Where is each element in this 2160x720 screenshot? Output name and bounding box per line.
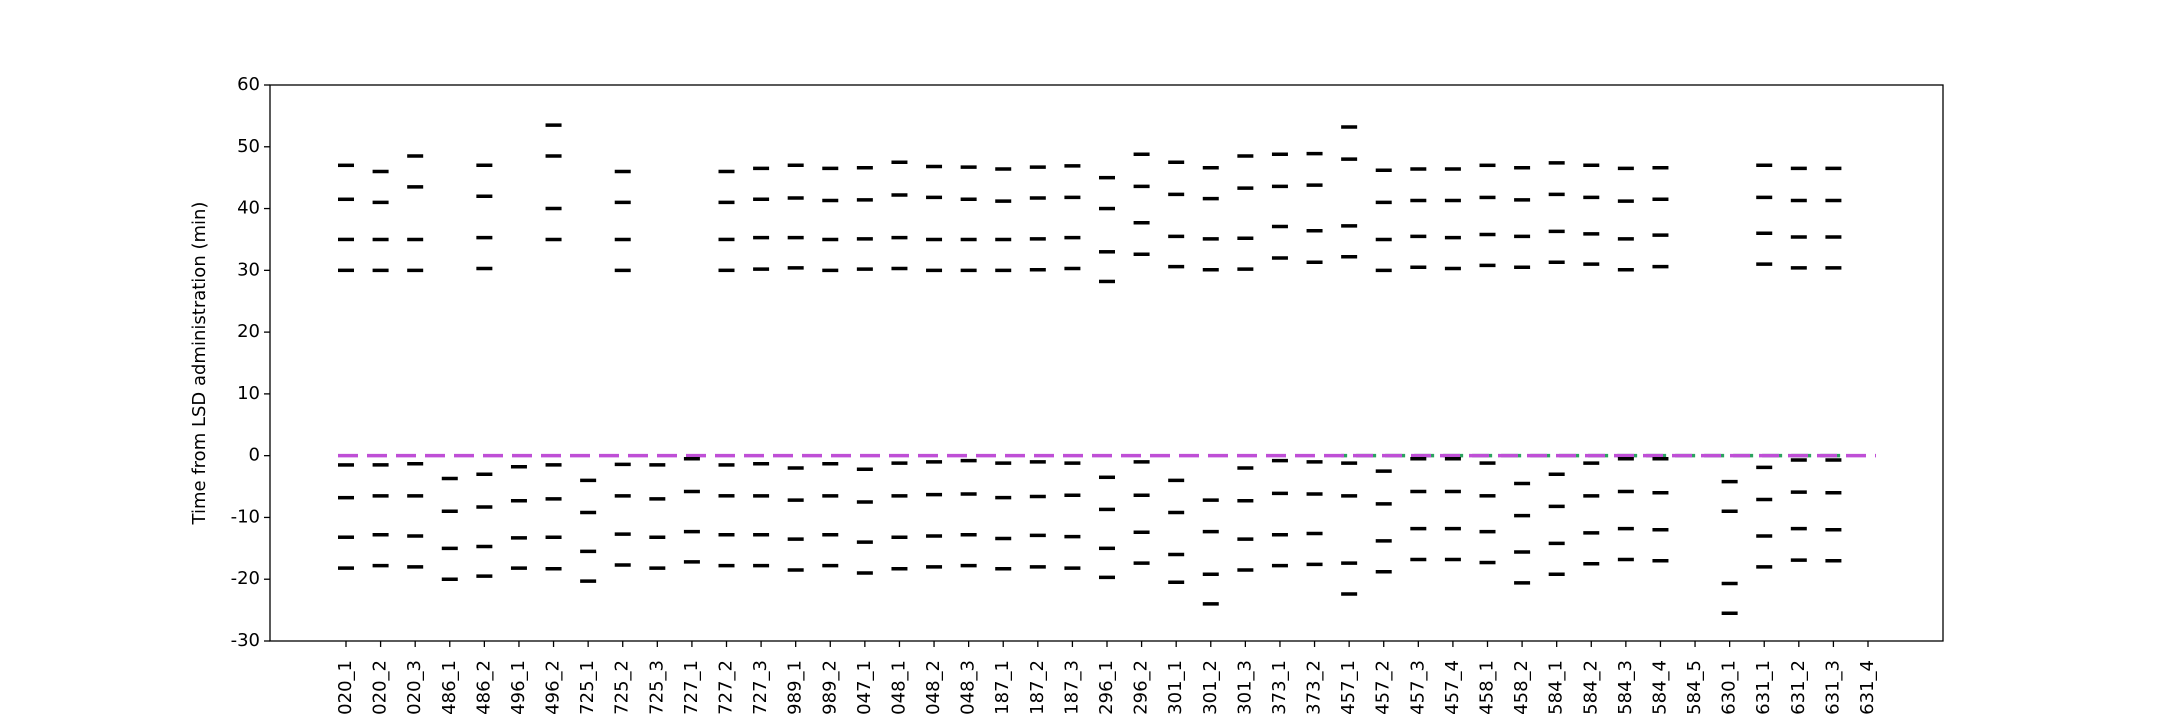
x-tick-label: 631_1 (1753, 660, 1774, 715)
x-tick-label: 584_1 (1546, 660, 1567, 715)
y-tick-label: 50 (237, 136, 260, 157)
y-tick-label: 20 (237, 321, 260, 342)
y-tick-label: 10 (237, 383, 260, 404)
x-tick-label: 187_2 (1027, 660, 1048, 715)
x-tick-label: 187_1 (992, 660, 1013, 715)
x-tick-label: 631_3 (1822, 660, 1843, 715)
y-tick-label: -10 (231, 506, 260, 527)
x-tick-label: 020_3 (404, 660, 425, 715)
x-tick-label: 630_1 (1719, 660, 1740, 715)
x-tick-label: 584_5 (1684, 660, 1705, 715)
x-tick-label: 725_3 (646, 660, 667, 715)
x-tick-label: 301_1 (1165, 660, 1186, 715)
y-tick-label: -30 (231, 630, 260, 651)
x-tick-label: 301_3 (1234, 660, 1255, 715)
x-tick-label: 727_3 (750, 660, 771, 715)
x-tick-label: 047_1 (854, 660, 875, 715)
x-tick-label: 631_4 (1857, 660, 1878, 715)
x-tick-label: 584_4 (1649, 660, 1670, 715)
y-tick-label: 0 (249, 445, 260, 466)
y-tick-label: -20 (231, 568, 260, 589)
x-tick-label: 457_4 (1442, 660, 1463, 715)
x-tick-label: 020_1 (335, 660, 356, 715)
x-tick-label: 458_2 (1511, 660, 1532, 715)
x-tick-label: 989_1 (785, 660, 806, 715)
x-tick-label: 301_2 (1200, 660, 1221, 715)
y-tick-label: 60 (237, 74, 260, 95)
x-tick-label: 989_2 (819, 660, 840, 715)
x-tick-label: 296_1 (1096, 660, 1117, 715)
x-tick-label: 458_1 (1477, 660, 1498, 715)
x-tick-label: 457_2 (1373, 660, 1394, 715)
y-tick-label: 40 (237, 198, 260, 219)
x-tick-label: 584_2 (1580, 660, 1601, 715)
x-tick-label: 048_3 (958, 660, 979, 715)
x-tick-label: 048_2 (923, 660, 944, 715)
x-tick-label: 584_3 (1615, 660, 1636, 715)
x-tick-label: 486_1 (439, 660, 460, 715)
x-tick-label: 296_2 (1131, 660, 1152, 715)
x-tick-label: 727_2 (716, 660, 737, 715)
x-tick-label: 373_2 (1304, 660, 1325, 715)
plot-frame (269, 84, 1944, 642)
x-tick-label: 496_1 (508, 660, 529, 715)
x-tick-label: 187_3 (1061, 660, 1082, 715)
x-tick-label: 486_2 (473, 660, 494, 715)
x-tick-label: 496_2 (543, 660, 564, 715)
x-tick-label: 725_1 (577, 660, 598, 715)
x-tick-label: 725_2 (612, 660, 633, 715)
x-tick-label: 048_1 (888, 660, 909, 715)
x-tick-label: 631_2 (1788, 660, 1809, 715)
y-tick-label: 30 (237, 259, 260, 280)
y-axis-label: Time from LSD administration (min) (189, 202, 210, 526)
x-tick-label: 373_1 (1269, 660, 1290, 715)
x-tick-label: 727_1 (681, 660, 702, 715)
x-tick-label: 457_1 (1338, 660, 1359, 715)
x-tick-label: 020_2 (370, 660, 391, 715)
x-tick-label: 457_3 (1407, 660, 1428, 715)
